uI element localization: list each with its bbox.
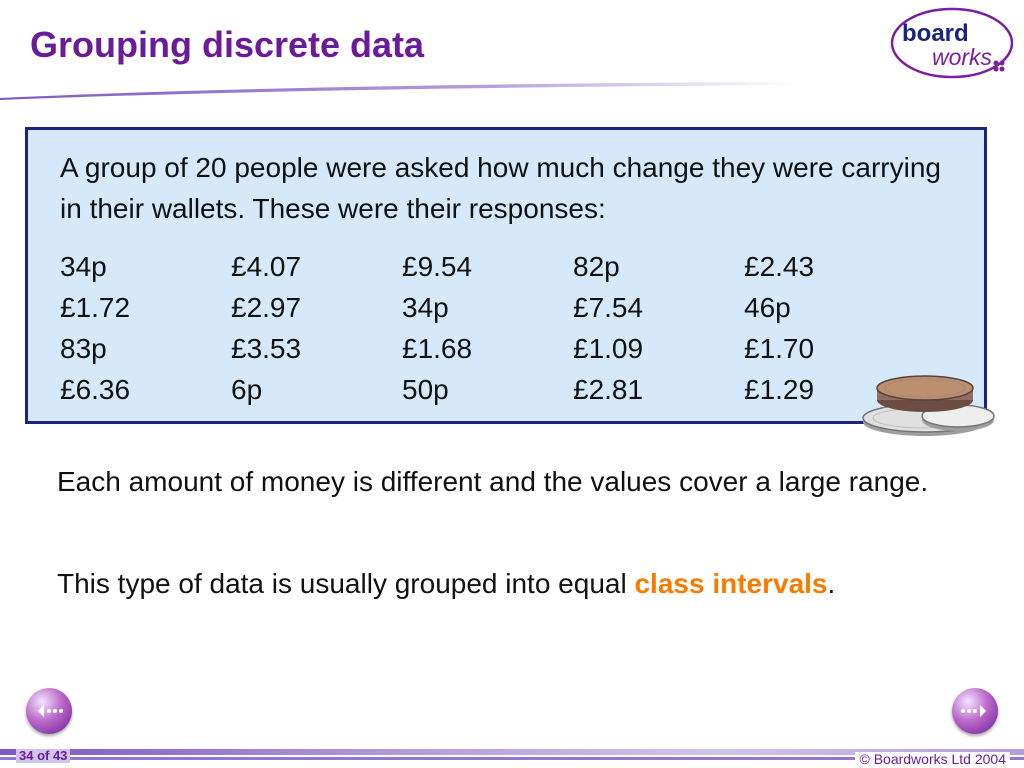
range-paragraph: Each amount of money is different and th… [57, 466, 929, 497]
value-cell: £7.54 [573, 292, 644, 323]
grouping-text-end: . [827, 568, 836, 599]
values-table: 34p £4.07 £9.54 82p £2.43 £1.72 £2.97 34… [60, 246, 915, 410]
chevron-left-icon [38, 705, 63, 717]
slide-title: Grouping discrete data [30, 24, 425, 65]
copyright-notice: © Boardworks Ltd 2004 [855, 752, 1010, 766]
title-underline [0, 82, 800, 100]
coins-icon [862, 375, 995, 436]
footer-bar-lower [0, 757, 1024, 760]
value-cell: 83p [60, 333, 107, 364]
value-cell: £2.43 [744, 251, 815, 282]
value-cell: 34p [60, 251, 107, 282]
value-cell: 34p [402, 292, 449, 323]
value-cell: £1.09 [573, 333, 644, 364]
next-slide-button[interactable] [952, 688, 998, 734]
chevron-right-icon [961, 705, 986, 717]
value-cell: 82p [573, 251, 620, 282]
value-cell: £2.97 [231, 292, 302, 323]
value-cell: £1.72 [60, 292, 131, 323]
class-intervals-term: class intervals [634, 568, 828, 599]
value-cell: £1.70 [744, 333, 815, 364]
boardworks-logo: board works [890, 7, 1014, 79]
previous-slide-button[interactable] [26, 688, 72, 734]
data-box: A group of 20 people were asked how much… [25, 127, 987, 424]
page-number: 34 of 43 [16, 749, 71, 763]
value-cell: £3.53 [231, 333, 302, 364]
logo-word-bottom: works [932, 44, 993, 70]
value-cell: 6p [231, 374, 263, 405]
value-cell: £9.54 [402, 251, 473, 282]
value-cell: 46p [744, 292, 791, 323]
value-cell: £2.81 [573, 374, 644, 405]
value-cell: £6.36 [60, 374, 131, 405]
value-cell: £4.07 [231, 251, 302, 282]
intro-text: A group of 20 people were asked how much… [60, 152, 941, 224]
grouping-text: This type of data is usually grouped int… [57, 568, 635, 599]
value-cell: 50p [402, 374, 449, 405]
grouping-paragraph: This type of data is usually grouped int… [57, 563, 967, 604]
value-cell: £1.29 [744, 374, 815, 405]
value-cell: £1.68 [402, 333, 473, 364]
logo-word-top: board [902, 20, 969, 47]
footer-bar [0, 749, 1024, 755]
